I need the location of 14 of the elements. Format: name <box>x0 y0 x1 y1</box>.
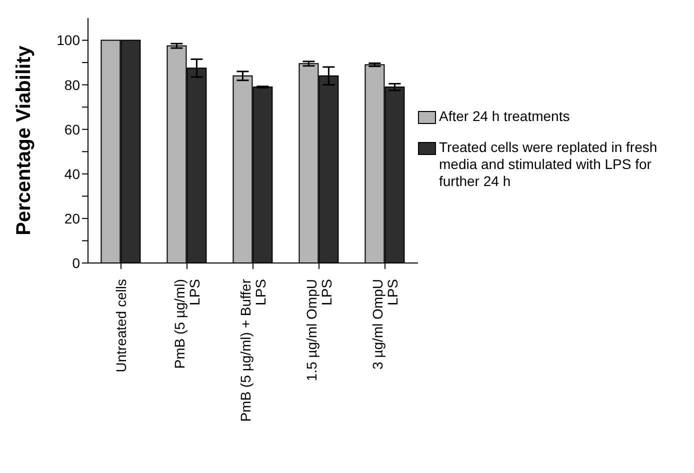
y-tick-label: 60 <box>64 121 80 138</box>
y-tick-label: 0 <box>72 254 80 271</box>
x-tick-label: PmB (5 µg/ml) + Buffer LPS <box>238 278 268 422</box>
y-tick-label: 100 <box>56 32 80 48</box>
y-tick-label: 80 <box>64 76 80 93</box>
legend-label: After 24 h treatments <box>439 108 570 125</box>
legend-label: Treated cells were replated in fresh media and stimulated with LPS for further 24 h <box>439 139 658 190</box>
x-tick-label: Untreated cells <box>113 279 129 372</box>
y-tick-label: 20 <box>64 210 80 226</box>
y-tick-label: 40 <box>64 166 80 182</box>
x-tick-label: PmB (5 µg/ml) LPS <box>172 279 202 369</box>
y-axis-title: Percentage Viability <box>13 44 36 236</box>
x-tick-label: 1.5 µg/ml OmpU LPS <box>304 279 334 382</box>
x-tick-label: 3 µg/ml OmpU LPS <box>370 279 400 370</box>
